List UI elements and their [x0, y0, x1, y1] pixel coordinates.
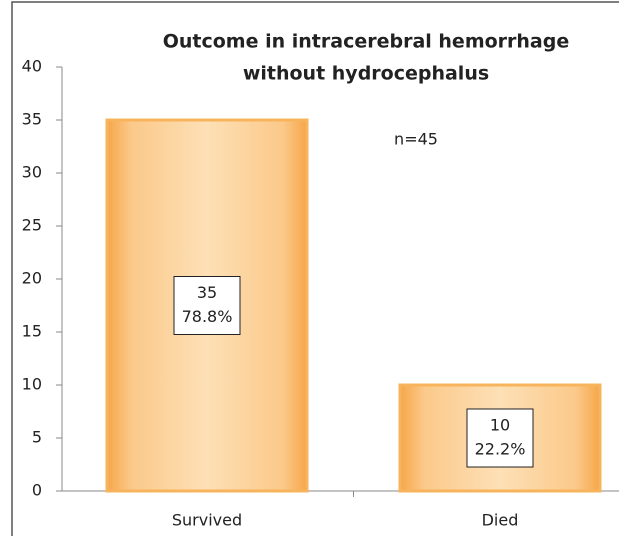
y-tick-label: 20 [22, 269, 42, 288]
y-tick-label: 0 [32, 481, 42, 500]
y-tick-label: 5 [32, 428, 42, 447]
value-label: 10 [490, 416, 510, 435]
y-tick-label: 10 [22, 375, 42, 394]
y-tick-label: 40 [22, 57, 42, 76]
percent-label: 78.8% [182, 307, 233, 326]
annotation: n=45 [394, 130, 438, 149]
value-label-box [466, 408, 534, 468]
value-label-box [173, 276, 241, 335]
chart-title: without hydrocephalus [243, 63, 489, 85]
x-tick-label: Died [482, 511, 519, 530]
y-tick-label: 30 [22, 163, 42, 182]
value-label: 35 [197, 283, 217, 302]
y-tick-label: 35 [22, 110, 42, 129]
y-tick-label: 25 [22, 216, 42, 235]
chart-title: Outcome in intracerebral hemorrhage [163, 31, 570, 53]
percent-label: 22.2% [475, 440, 526, 459]
x-tick-label: Survived [172, 511, 242, 530]
y-tick-label: 15 [22, 322, 42, 341]
chart-frame [11, 1, 619, 536]
